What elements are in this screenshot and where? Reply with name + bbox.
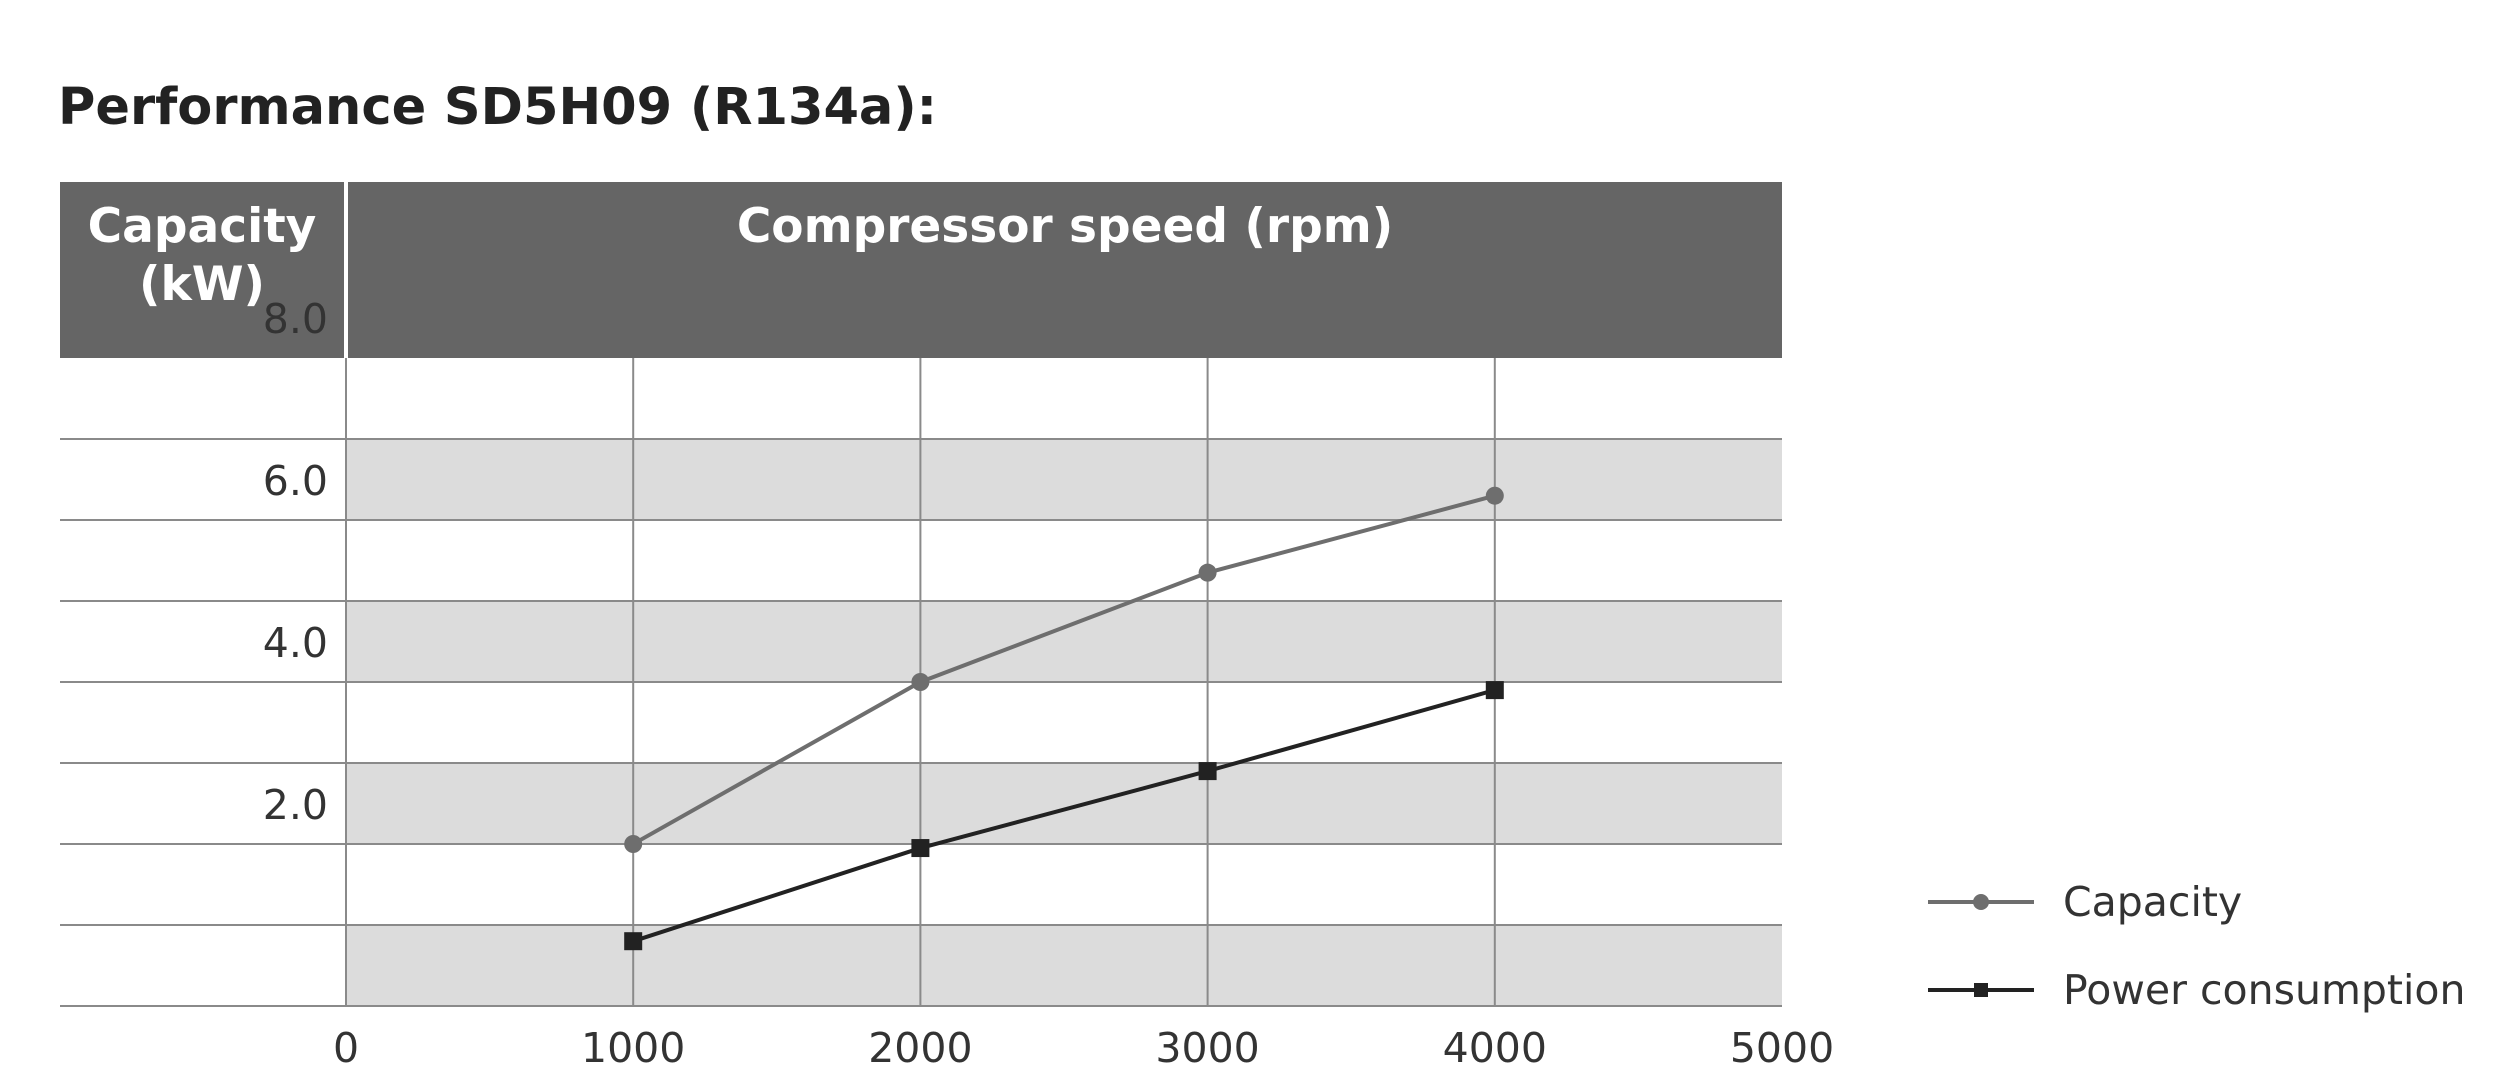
- x-tick-label: 3000: [1155, 1024, 1259, 1072]
- x-tick-label: 2000: [868, 1024, 972, 1072]
- x-tick-label: 0: [333, 1024, 359, 1072]
- series-line: [632, 688, 1496, 944]
- x-tick-label: 4000: [1443, 1024, 1547, 1072]
- page-title: Performance SD5H09 (R134a):: [58, 78, 938, 137]
- x-axis-ticks: 0 1000 2000 3000 4000 5000: [333, 1024, 1834, 1072]
- legend-marker: [1974, 983, 1988, 997]
- x-tick-label: 5000: [1730, 1024, 1834, 1072]
- y-tick-label: 4.0: [263, 619, 328, 667]
- series-line: [632, 493, 1496, 846]
- data-point: [624, 932, 643, 951]
- shaded-band: [346, 763, 1782, 844]
- ylabel-line-1: Capacity: [88, 199, 317, 254]
- xlabel-header-cell: [348, 182, 1782, 358]
- data-point: [1198, 563, 1217, 582]
- ylabel-header-cell: [60, 182, 344, 358]
- data-point: [1198, 762, 1217, 781]
- data-point: [1485, 681, 1504, 700]
- background-bands: [346, 439, 1782, 1006]
- data-point: [624, 835, 643, 853]
- legend-label: Power consumption: [2063, 966, 2465, 1014]
- data-point: [911, 839, 930, 858]
- data-point: [911, 673, 930, 691]
- y-axis-ticks: 8.0 6.0 4.0 2.0: [263, 295, 328, 829]
- legend: Capacity Power consumption: [1928, 878, 2465, 1014]
- shaded-band: [346, 925, 1782, 1006]
- data-point: [1485, 486, 1504, 505]
- shaded-band: [346, 439, 1782, 520]
- table-header: Capacity (kW) Compressor speed (rpm): [60, 182, 1782, 358]
- legend-label: Capacity: [2063, 878, 2242, 926]
- y-tick-label: 8.0: [263, 295, 328, 343]
- ylabel-line-2: (kW): [139, 257, 265, 312]
- x-axis-title: Compressor speed (rpm): [737, 199, 1393, 254]
- x-tick-label: 1000: [581, 1024, 685, 1072]
- legend-marker: [1973, 894, 1989, 910]
- y-tick-label: 2.0: [263, 781, 328, 829]
- shaded-band: [346, 601, 1782, 682]
- y-tick-label: 6.0: [263, 457, 328, 505]
- series-layer: [624, 486, 1504, 951]
